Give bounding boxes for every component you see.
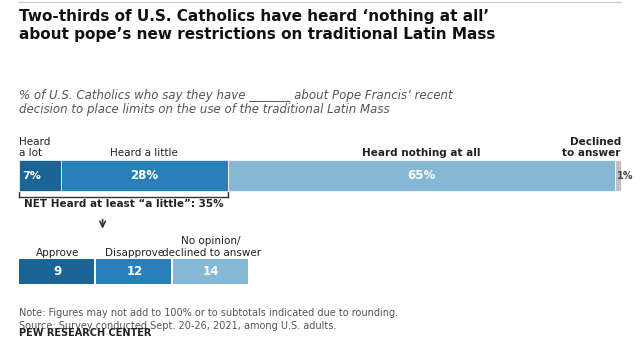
FancyBboxPatch shape	[96, 259, 171, 284]
Text: 7%: 7%	[22, 171, 41, 181]
Text: 65%: 65%	[407, 169, 435, 182]
Text: NET Heard at least “a little”: 35%: NET Heard at least “a little”: 35%	[24, 199, 223, 209]
Text: % of U.S. Catholics who say they have _______ about Pope Francis’ recent: % of U.S. Catholics who say they have __…	[19, 89, 453, 102]
FancyBboxPatch shape	[19, 259, 94, 284]
Text: Note: Figures may not add to 100% or to subtotals indicated due to rounding.
Sou: Note: Figures may not add to 100% or to …	[19, 308, 398, 331]
Text: Disapprove: Disapprove	[105, 247, 164, 258]
Text: Heard
a lot: Heard a lot	[19, 137, 51, 158]
Text: decision to place limits on the use of the traditional Latin Mass: decision to place limits on the use of t…	[19, 103, 390, 116]
Text: PEW RESEARCH CENTER: PEW RESEARCH CENTER	[19, 327, 152, 338]
Text: 14: 14	[203, 265, 220, 278]
FancyBboxPatch shape	[228, 160, 615, 191]
Text: 12: 12	[126, 265, 143, 278]
Text: No opinion/
declined to answer: No opinion/ declined to answer	[162, 236, 260, 258]
Text: Two-thirds of U.S. Catholics have heard ‘nothing at all’
about pope’s new restri: Two-thirds of U.S. Catholics have heard …	[19, 9, 495, 42]
Text: 1%: 1%	[617, 171, 633, 181]
FancyBboxPatch shape	[173, 259, 248, 284]
Text: Declined
to answer: Declined to answer	[563, 137, 621, 158]
Text: Heard a little: Heard a little	[110, 148, 178, 158]
Text: 28%: 28%	[130, 169, 158, 182]
FancyBboxPatch shape	[19, 160, 61, 191]
Text: Heard nothing at all: Heard nothing at all	[362, 148, 481, 158]
Text: Approve: Approve	[36, 247, 79, 258]
Text: 9: 9	[54, 265, 61, 278]
FancyBboxPatch shape	[61, 160, 228, 191]
FancyBboxPatch shape	[615, 160, 621, 191]
